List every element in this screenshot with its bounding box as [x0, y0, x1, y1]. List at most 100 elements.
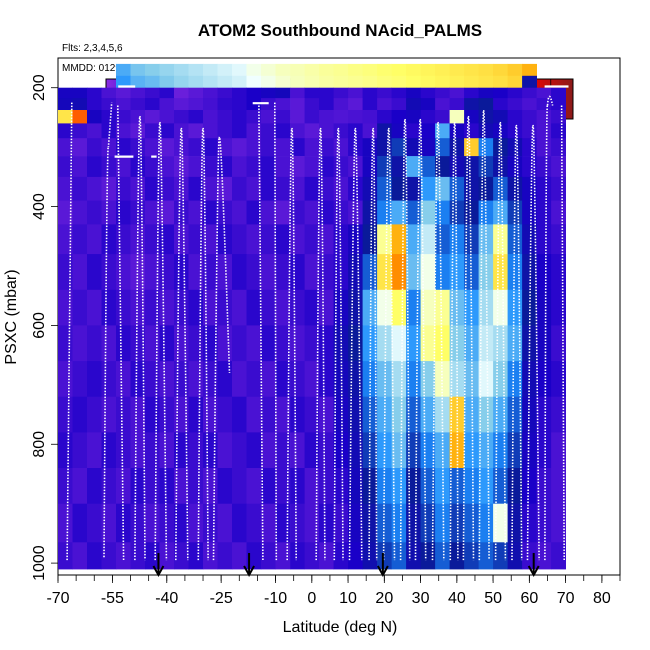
heatmap-cell	[246, 138, 262, 157]
heatmap-cell	[87, 98, 102, 111]
heatmap-cell	[464, 75, 479, 89]
heatmap-cell	[377, 63, 392, 77]
heatmap-cell	[449, 75, 465, 89]
heatmap-cell	[232, 176, 247, 202]
flight-profile	[258, 105, 264, 561]
heatmap-cell	[116, 468, 131, 505]
heatmap-cell	[58, 396, 73, 433]
heatmap-cell	[507, 87, 523, 99]
heatmap-cell	[362, 176, 378, 202]
heatmap-cell	[72, 110, 88, 124]
heatmap-cell	[261, 200, 276, 225]
heatmap-cell	[420, 200, 436, 225]
heatmap-cell	[464, 200, 479, 225]
heatmap-cell	[72, 123, 88, 139]
heatmap-cell	[290, 224, 305, 255]
heatmap-cell	[130, 87, 146, 99]
heatmap-cell	[493, 110, 508, 124]
heatmap-cell	[420, 87, 436, 99]
heatmap-cell	[507, 110, 523, 124]
heatmap-cell	[217, 396, 233, 433]
heatmap-cell	[174, 176, 189, 202]
heatmap-cell	[203, 468, 218, 505]
heatmap-cell	[130, 325, 146, 362]
heatmap-cell	[319, 289, 334, 326]
heatmap-cell	[130, 110, 146, 124]
heatmap-cell	[420, 254, 436, 291]
heatmap-cell	[377, 98, 392, 111]
heatmap-cell	[348, 63, 363, 77]
heatmap-cell	[101, 503, 117, 543]
heatmap-cell	[522, 156, 537, 178]
heatmap-cell	[348, 75, 363, 89]
flight-profile	[382, 127, 396, 561]
heatmap-cell	[275, 98, 291, 111]
heatmap-cell	[435, 156, 450, 178]
heatmap-cell	[304, 63, 320, 77]
heatmap-cell	[58, 325, 73, 362]
heatmap-cell	[145, 396, 160, 433]
heatmap-cell	[203, 254, 218, 291]
heatmap-cell	[116, 200, 131, 225]
heatmap-cell	[304, 156, 320, 178]
x-tick-label: 70	[557, 590, 575, 607]
heatmap-cell	[304, 396, 320, 433]
heatmap-cell	[87, 87, 102, 99]
heatmap-cell	[101, 110, 117, 124]
heatmap-cell	[493, 123, 508, 139]
heatmap-cell	[290, 75, 305, 89]
heatmap-cell	[145, 156, 160, 178]
heatmap-cell	[435, 110, 450, 124]
heatmap-cell	[246, 75, 262, 89]
heatmap-cell	[261, 110, 276, 124]
heatmap-cell	[188, 254, 204, 291]
heatmap-cell	[420, 123, 436, 139]
heatmap-cell	[449, 123, 465, 139]
heatmap-cell	[435, 503, 450, 543]
heatmap-cell	[101, 98, 117, 111]
heatmap-cell	[116, 361, 131, 398]
heatmap-cell	[522, 200, 537, 225]
heatmap-cell	[159, 396, 175, 433]
heatmap-cell	[101, 325, 117, 362]
heatmap-cell	[58, 542, 73, 570]
heatmap-cell	[232, 200, 247, 225]
heatmap-cell	[522, 542, 537, 570]
heatmap-cell	[232, 396, 247, 433]
x-tick-label: 40	[448, 590, 466, 607]
heatmap-cell	[391, 289, 407, 326]
heatmap-cell	[58, 110, 73, 124]
heatmap-cell	[116, 75, 131, 89]
heatmap-cell	[87, 468, 102, 505]
heatmap-cell	[406, 110, 421, 124]
heatmap-cell	[333, 138, 349, 157]
heatmap-cell	[246, 289, 262, 326]
heatmap-cell	[507, 63, 523, 77]
heatmap-cell	[290, 138, 305, 157]
heatmap-cell	[261, 289, 276, 326]
heatmap-cell	[101, 289, 117, 326]
heatmap-cell	[174, 156, 189, 178]
heatmap-cell	[435, 361, 450, 398]
heatmap-cell	[464, 176, 479, 202]
heatmap-cell	[406, 63, 421, 77]
heatmap-cell	[217, 468, 233, 505]
heatmap-cell	[348, 432, 363, 469]
y-tick-label: 400	[31, 193, 48, 220]
heatmap-cell	[348, 503, 363, 543]
heatmap-cell	[246, 63, 262, 77]
heatmap-cell	[159, 123, 175, 139]
heatmap-cell	[290, 63, 305, 77]
heatmap-cell	[145, 123, 160, 139]
heatmap-cell	[420, 156, 436, 178]
heatmap-cell	[319, 432, 334, 469]
heatmap-cell	[130, 138, 146, 157]
heatmap-cell	[551, 542, 566, 570]
heatmap-cell	[377, 468, 392, 505]
heatmap-cell	[87, 176, 102, 202]
heatmap-cell	[522, 254, 537, 291]
heatmap-cell	[478, 289, 494, 326]
heatmap-cell	[536, 87, 552, 99]
heatmap-cell	[406, 503, 421, 543]
heatmap-cell	[130, 63, 146, 77]
